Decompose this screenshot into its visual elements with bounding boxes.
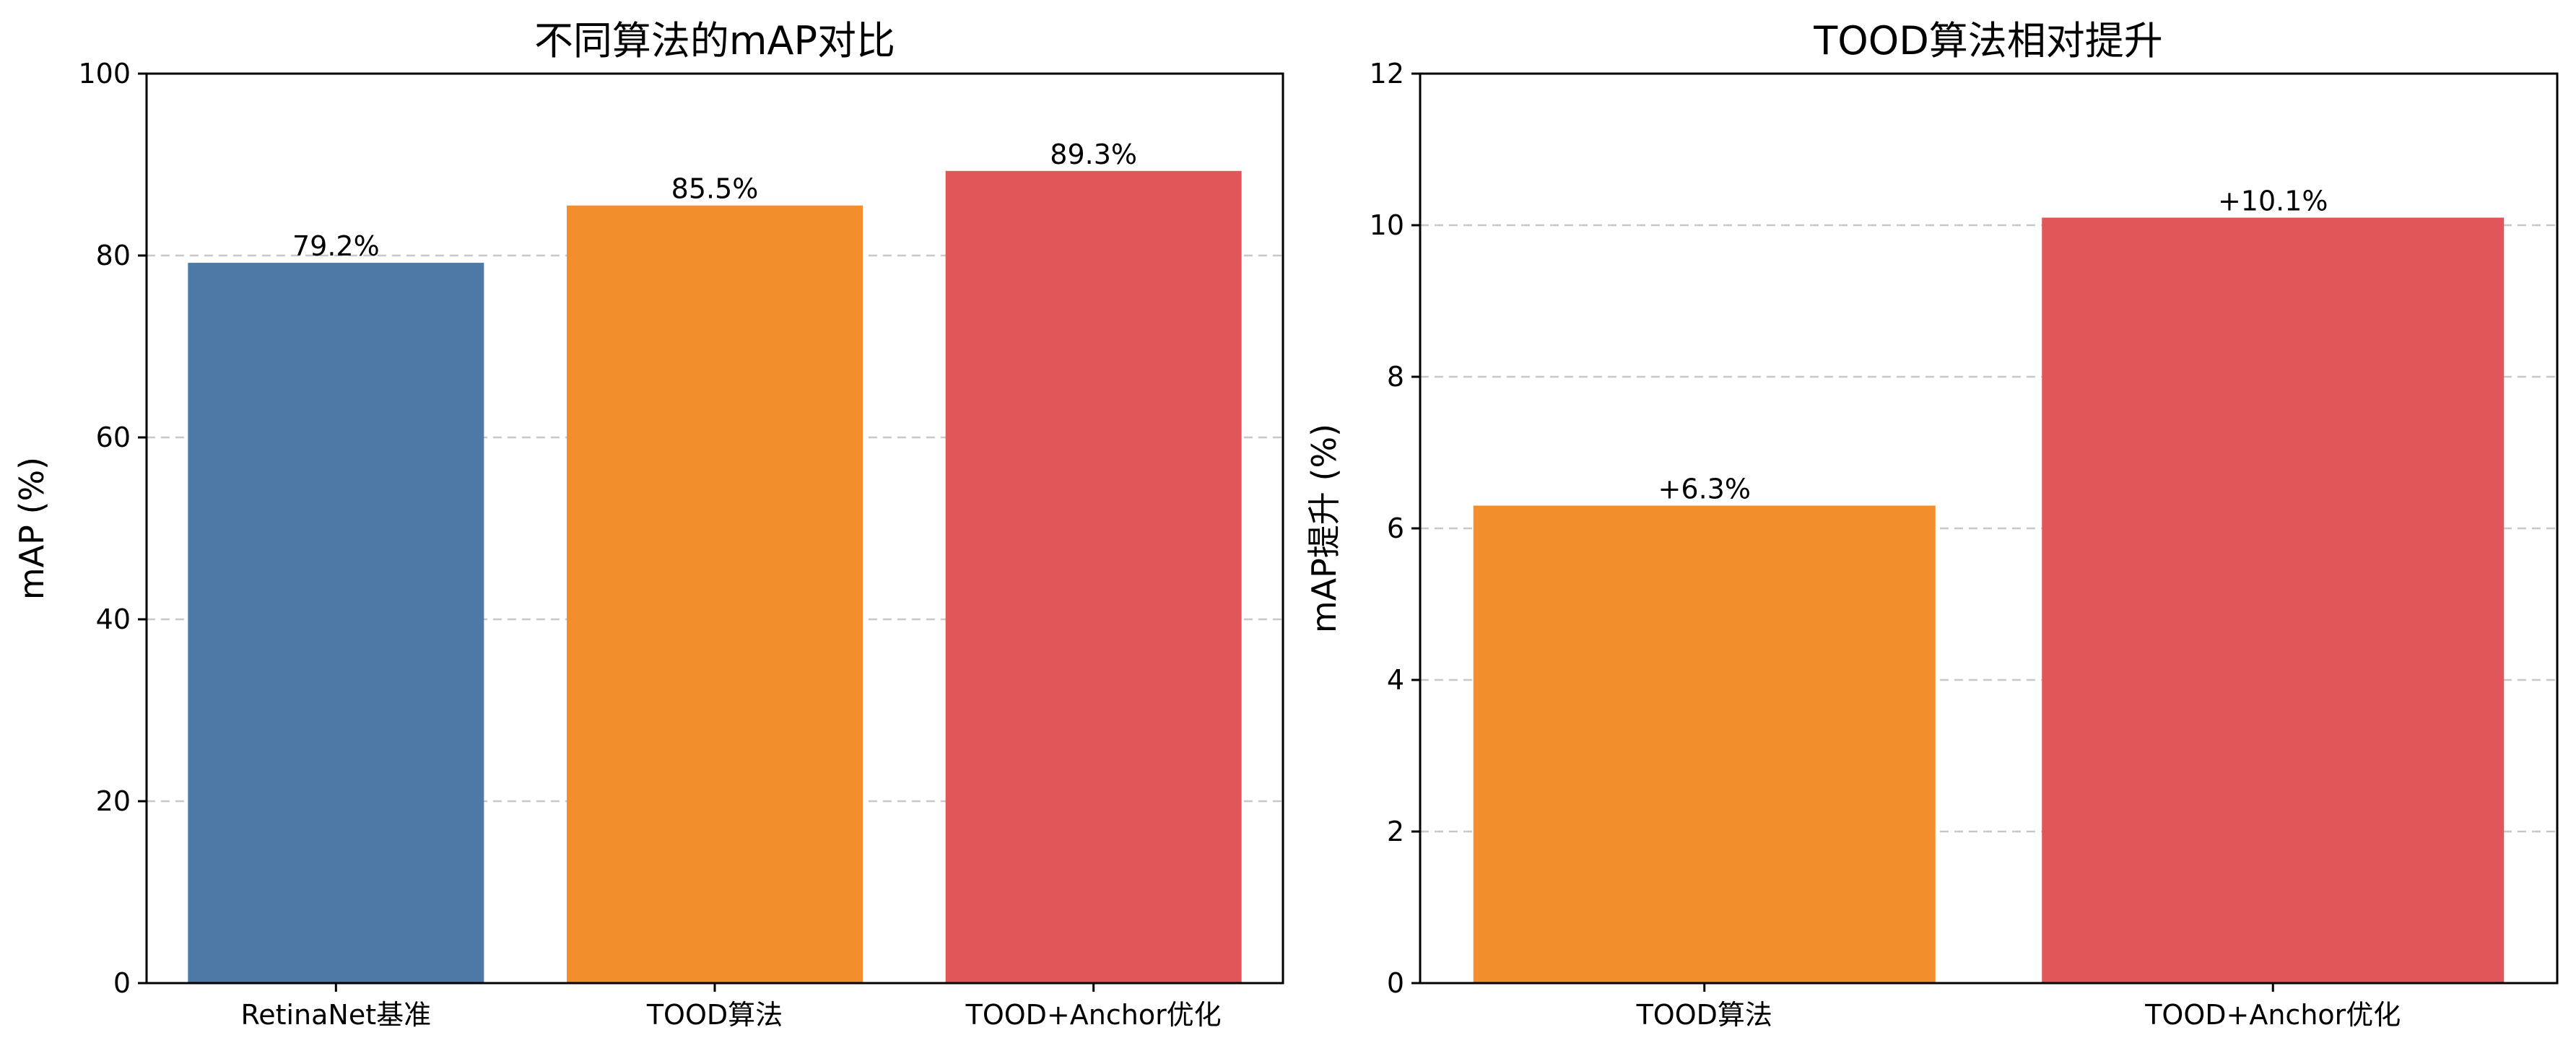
y-tick-label: 0 [113,967,131,999]
bar [188,263,484,984]
bar-value-label: +10.1% [2218,186,2328,217]
bar [567,205,863,984]
bar-value-label: 79.2% [292,230,380,262]
y-axis-label: mAP提升 (%) [1305,424,1344,633]
y-tick-label: 4 [1387,664,1404,696]
y-tick-label: 10 [1370,209,1404,241]
chart-title: TOOD算法相对提升 [1813,18,2163,64]
x-tick-label: RetinaNet基准 [241,999,432,1031]
bar-value-label: 89.3% [1050,139,1137,170]
bar [2042,217,2505,983]
y-tick-label: 60 [96,422,131,453]
y-tick-label: 0 [1387,967,1404,999]
y-tick-label: 6 [1387,512,1404,544]
x-tick-label: TOOD算法 [1636,999,1772,1031]
y-tick-label: 2 [1387,816,1404,847]
x-tick-label: TOOD+Anchor优化 [965,999,1222,1031]
axes-frame [145,72,1284,985]
bar [945,170,1242,983]
y-tick-label: 8 [1387,361,1404,393]
bar [1473,505,1936,983]
map-comparison-chart: 0 20 40 60 80 100 79.2% RetinaNet基准 85.5% TOOD算法 8… [12,18,1284,1031]
x-tick-label: TOOD+Anchor优化 [2144,999,2401,1031]
chart-title: 不同算法的mAP对比 [534,18,895,64]
bar-value-label: +6.3% [1658,474,1751,505]
bar-value-label: 85.5% [671,173,759,205]
y-tick-label: 12 [1370,58,1404,90]
y-tick-label: 100 [78,58,131,90]
y-tick-label: 20 [96,785,131,817]
y-tick-label: 80 [96,240,131,271]
x-tick-label: TOOD算法 [646,999,783,1031]
y-tick-label: 40 [96,603,131,635]
y-axis-label: mAP (%) [12,457,51,600]
map-improvement-chart: 0 2 4 6 8 10 12 +6.3% TOOD算法 +10.1% TOOD+Anchor优化 T… [1305,18,2559,1031]
axes-frame [1419,72,2559,985]
